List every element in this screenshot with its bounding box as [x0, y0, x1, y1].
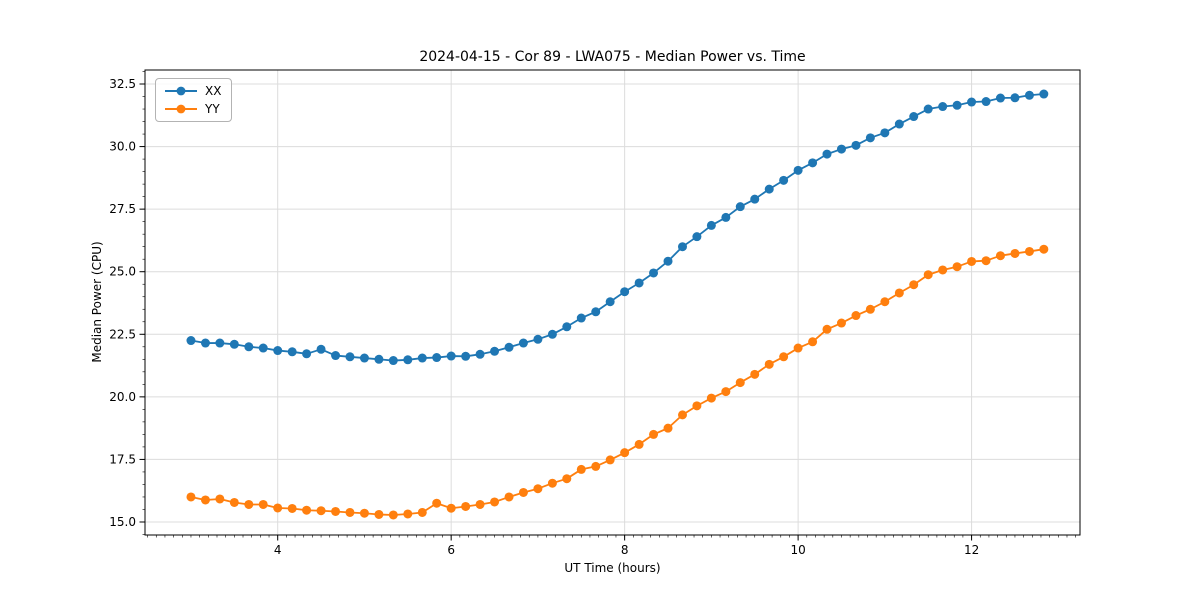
svg-text:12: 12: [964, 543, 979, 557]
svg-text:30.0: 30.0: [109, 140, 136, 154]
svg-text:17.5: 17.5: [109, 452, 136, 466]
svg-text:32.5: 32.5: [109, 77, 136, 91]
svg-text:20.0: 20.0: [109, 390, 136, 404]
svg-text:8: 8: [621, 543, 629, 557]
svg-text:27.5: 27.5: [109, 202, 136, 216]
svg-text:15.0: 15.0: [109, 515, 136, 529]
x-axis-label: UT Time (hours): [564, 561, 661, 575]
svg-text:6: 6: [447, 543, 455, 557]
svg-text:4: 4: [274, 543, 282, 557]
svg-text:25.0: 25.0: [109, 265, 136, 279]
legend: XX YY: [155, 78, 233, 122]
legend-line-xx-icon: [165, 86, 197, 96]
legend-item-yy: YY: [164, 102, 221, 116]
legend-item-xx: XX: [164, 84, 221, 98]
svg-text:22.5: 22.5: [109, 327, 136, 341]
legend-line-yy-icon: [165, 104, 197, 114]
legend-label-xx: XX: [205, 84, 222, 98]
legend-label-yy: YY: [205, 102, 220, 116]
chart-title: 2024-04-15 - Cor 89 - LWA075 - Median Po…: [419, 49, 806, 65]
svg-text:10: 10: [790, 543, 805, 557]
y-axis-label: Median Power (CPU): [90, 241, 104, 363]
